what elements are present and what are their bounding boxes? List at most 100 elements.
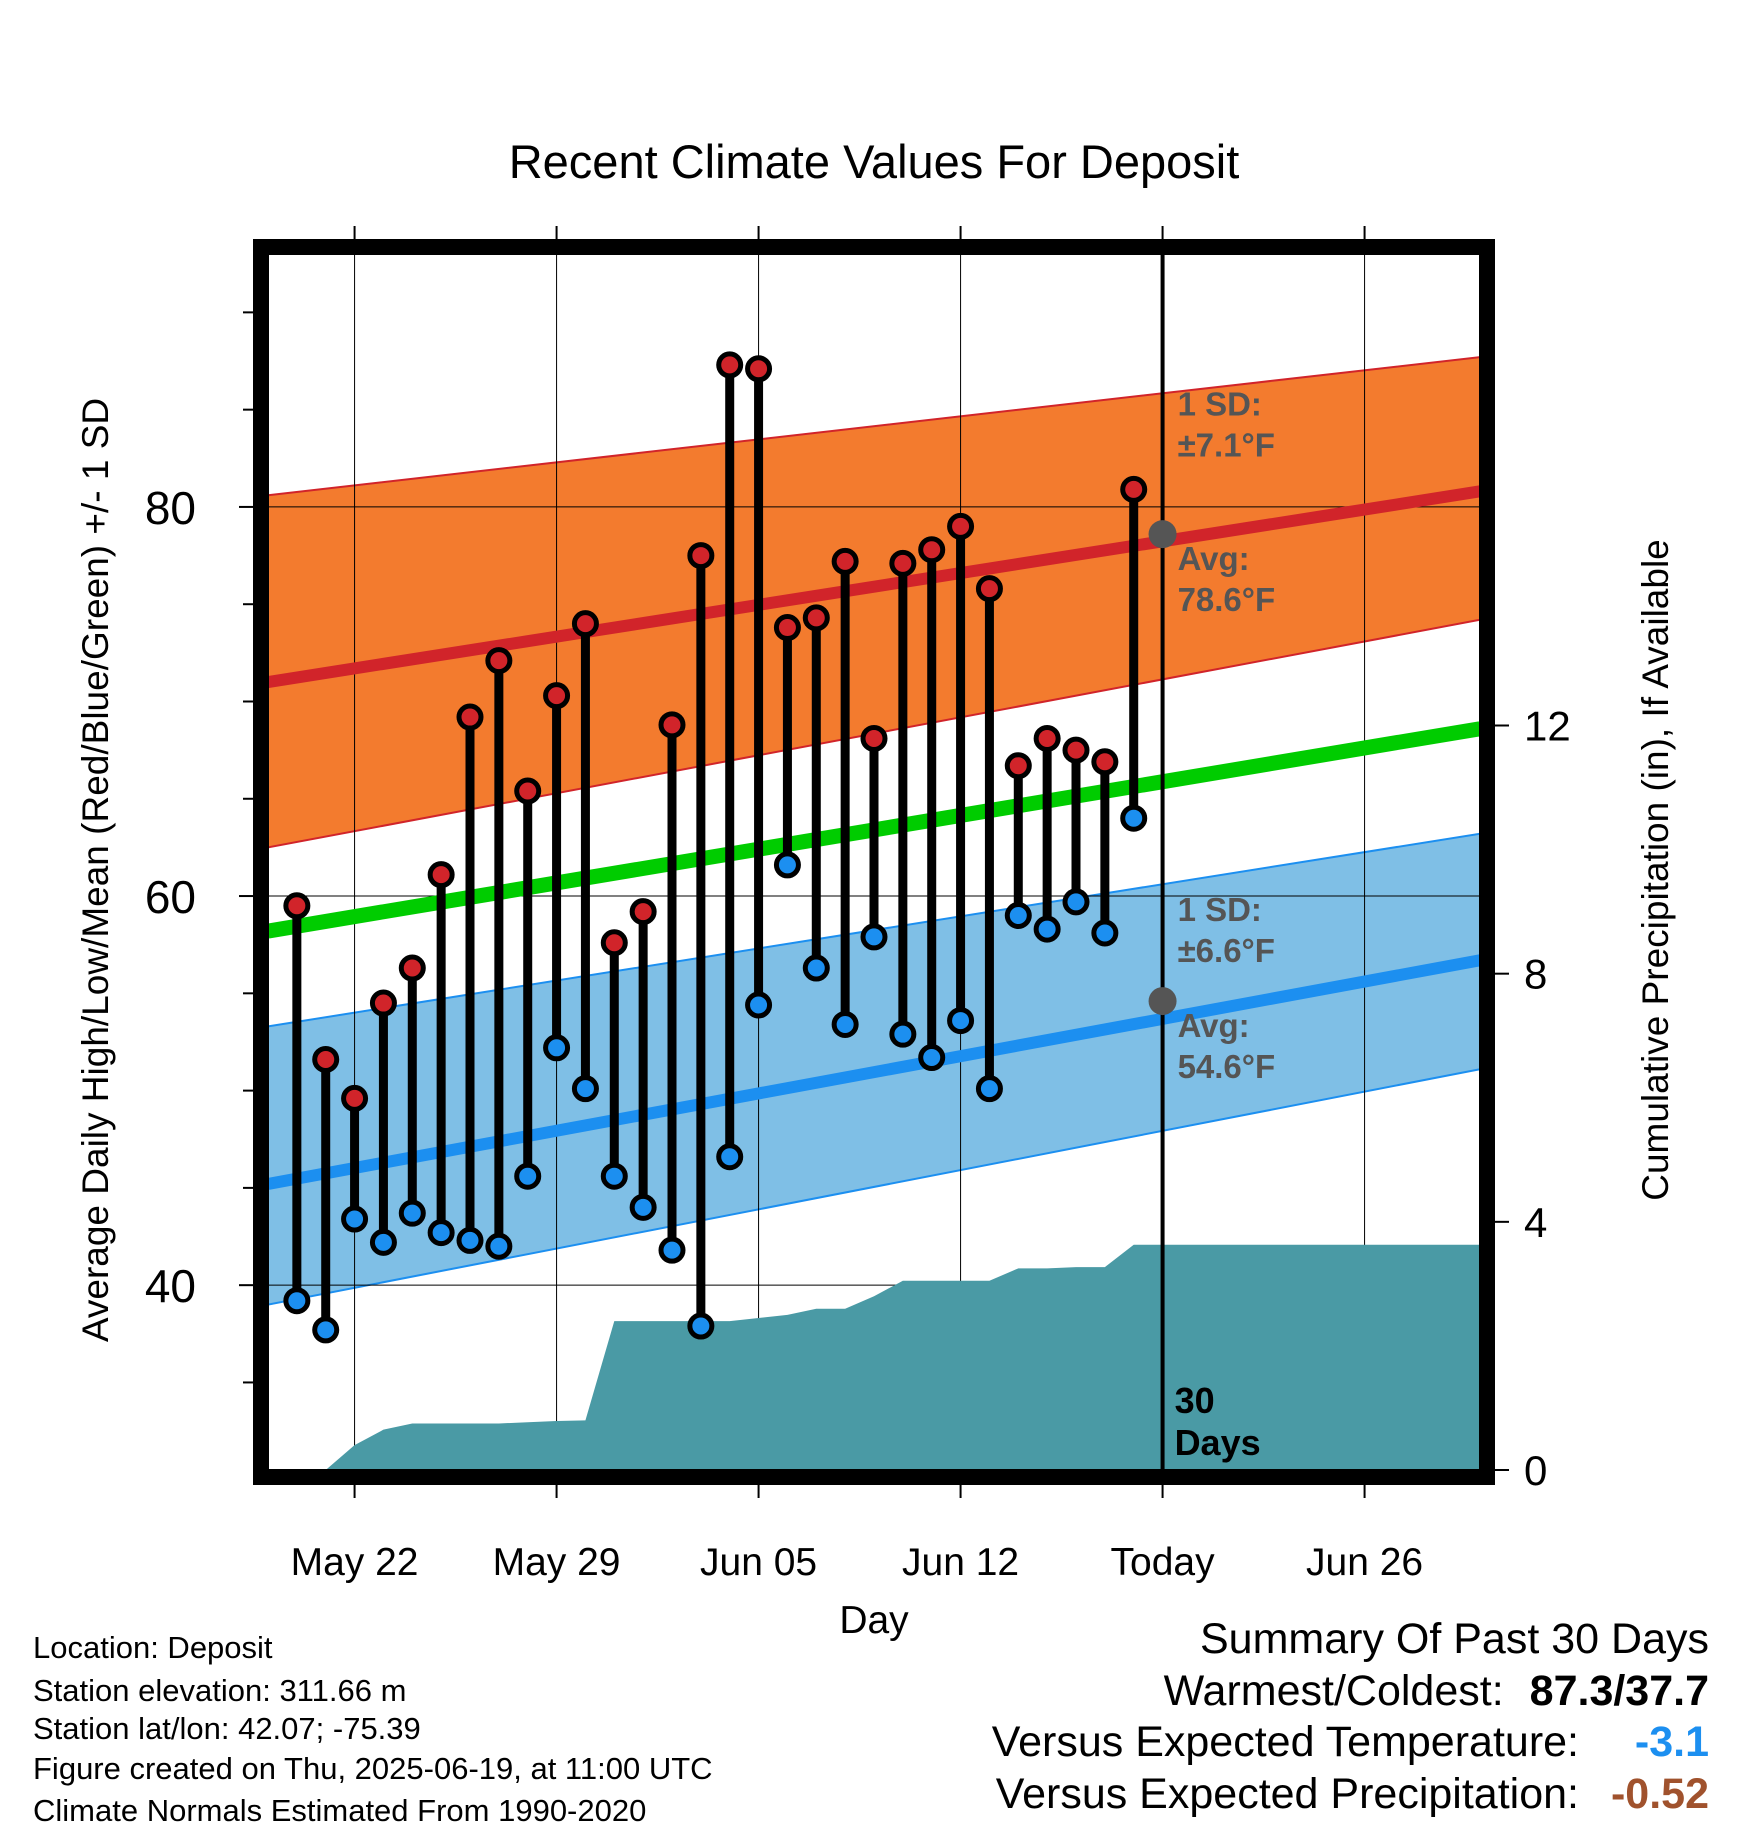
x-tick-label: May 29 — [493, 1541, 621, 1584]
high-dot — [629, 898, 657, 926]
x-tick-label: Jun 05 — [700, 1541, 817, 1584]
high-dot — [1091, 748, 1119, 776]
low-dot — [745, 991, 773, 1019]
low-dot — [369, 1228, 397, 1256]
low-dot — [1091, 919, 1119, 947]
y2-tick-label: 12 — [1524, 703, 1571, 750]
summary-precip-row: Versus Expected Precipitation: -0.52 — [996, 1770, 1709, 1819]
low-dot — [889, 1020, 917, 1048]
low-dot — [918, 1044, 946, 1072]
high-dot — [658, 711, 686, 739]
high-dot — [341, 1084, 369, 1112]
low-dot — [571, 1075, 599, 1103]
window-days-number: 30 — [1175, 1380, 1215, 1421]
info-latlon: Station lat/lon: 42.07; -75.39 — [33, 1711, 421, 1746]
plot-frame — [253, 239, 1495, 1485]
high-avg-value: 78.6°F — [1178, 581, 1276, 618]
high-dot — [283, 892, 311, 920]
high-dot — [398, 954, 426, 982]
high-dot — [889, 549, 917, 577]
low-dot — [773, 851, 801, 879]
low-dot — [687, 1312, 715, 1340]
low-dot — [831, 1010, 859, 1038]
high-dot — [456, 703, 484, 731]
summary-temp-row: Versus Expected Temperature: -3.1 — [992, 1718, 1709, 1767]
high-dot — [427, 861, 455, 889]
x-tick-label: Today — [1111, 1541, 1216, 1584]
high-dot — [773, 614, 801, 642]
low-sd-label: 1 SD: — [1178, 891, 1262, 928]
summary-precip-value: -0.52 — [1610, 1770, 1709, 1818]
low-dot — [975, 1075, 1003, 1103]
high-dot — [918, 536, 946, 564]
info-location: Location: Deposit — [33, 1630, 273, 1665]
summary-warm-cold-label: Warmest/Coldest: — [1163, 1667, 1504, 1715]
low-dot — [312, 1316, 340, 1344]
low-sd-value: ±6.6°F — [1178, 932, 1275, 969]
low-dot — [456, 1226, 484, 1254]
avg-high-line — [268, 485, 1480, 688]
y2-tick-label: 0 — [1524, 1447, 1547, 1494]
low-dot — [514, 1162, 542, 1190]
high-dot — [860, 724, 888, 752]
y2-tick-label: 4 — [1524, 1199, 1547, 1246]
high-dot — [975, 575, 1003, 603]
summary-temp-value: -3.1 — [1634, 1718, 1709, 1766]
high-sd-band — [268, 356, 1480, 849]
low-avg-label: Avg: — [1178, 1007, 1250, 1044]
low-dot — [802, 954, 830, 982]
chart-title: Recent Climate Values For Deposit — [509, 135, 1240, 188]
low-dot — [341, 1205, 369, 1233]
summary-precip-label: Versus Expected Precipitation: — [995, 1770, 1579, 1818]
today-low-avg-marker — [1148, 987, 1177, 1016]
low-dot — [283, 1287, 311, 1315]
x-tick-label: Jun 26 — [1306, 1541, 1423, 1584]
high-dot — [947, 512, 975, 540]
high-dot — [716, 351, 744, 379]
high-dot — [1033, 724, 1061, 752]
x-tick-label: Jun 12 — [902, 1541, 1019, 1584]
today-high-avg-marker — [1148, 520, 1177, 549]
summary-warm-cold-row: Warmest/Coldest: 87.3/37.7 — [1164, 1667, 1709, 1716]
y2-tick-label: 8 — [1524, 951, 1547, 998]
low-dot — [1004, 902, 1032, 930]
high-dot — [485, 647, 513, 675]
high-dot — [1120, 475, 1148, 503]
x-tick-label: May 22 — [291, 1541, 419, 1584]
high-dot — [571, 610, 599, 638]
low-dot — [1033, 915, 1061, 943]
high-dot — [745, 355, 773, 383]
high-dot — [369, 989, 397, 1017]
info-created: Figure created on Thu, 2025-06-19, at 11… — [33, 1751, 713, 1786]
low-dot — [860, 923, 888, 951]
y-tick-label: 40 — [145, 1260, 196, 1312]
low-dot — [398, 1199, 426, 1227]
high-dot — [831, 547, 859, 575]
high-dot — [1004, 752, 1032, 780]
y-tick-label: 60 — [145, 871, 196, 923]
summary-temp-label: Versus Expected Temperature: — [991, 1718, 1579, 1766]
high-sd-value: ±7.1°F — [1178, 427, 1275, 464]
high-dot — [802, 604, 830, 632]
low-dot — [629, 1193, 657, 1221]
low-dot — [947, 1007, 975, 1035]
high-sd-label: 1 SD: — [1178, 386, 1262, 423]
y-axis-label: Average Daily High/Low/Mean (Red/Blue/Gr… — [75, 398, 116, 1342]
info-elevation: Station elevation: 311.66 m — [33, 1673, 407, 1708]
x-axis-label: Day — [839, 1599, 909, 1642]
high-dot — [687, 542, 715, 570]
low-dot — [600, 1162, 628, 1190]
high-dot — [514, 777, 542, 805]
low-dot — [1062, 888, 1090, 916]
high-dot — [312, 1045, 340, 1073]
high-dot — [1062, 736, 1090, 764]
low-dot — [543, 1034, 571, 1062]
precip-area — [296, 1244, 1480, 1470]
y2-axis-label: Cumulative Precipitation (in), If Availa… — [1635, 539, 1676, 1201]
summary-title: Summary Of Past 30 Days — [1200, 1615, 1709, 1663]
low-avg-value: 54.6°F — [1178, 1048, 1276, 1085]
info-normals: Climate Normals Estimated From 1990-2020 — [33, 1793, 647, 1828]
summary-warm-cold-value: 87.3/37.7 — [1529, 1667, 1709, 1715]
high-dot — [543, 682, 571, 710]
